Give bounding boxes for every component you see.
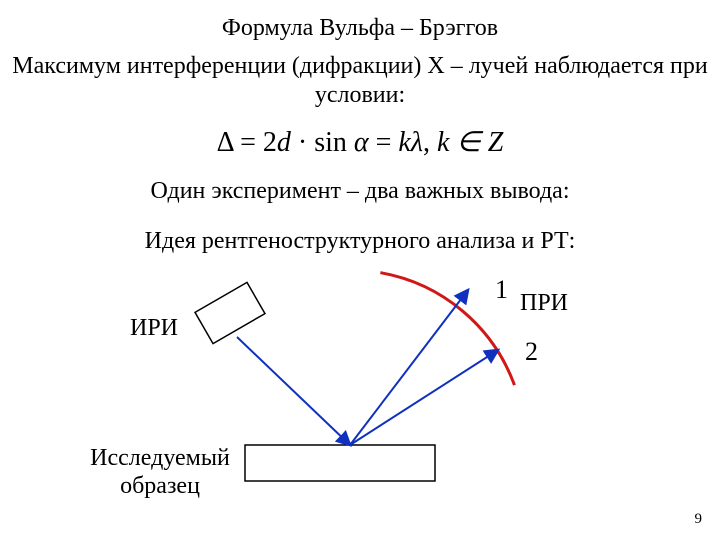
formula-sin: · sin bbox=[291, 127, 354, 158]
formula-eq1: = 2 bbox=[233, 127, 277, 158]
formula-k-in-z: k ∈ Z bbox=[437, 127, 503, 158]
label-pri: ПРИ bbox=[520, 290, 568, 317]
page-number: 9 bbox=[695, 511, 703, 528]
bragg-formula: Δ = 2d · sin α = kλ, k ∈ Z bbox=[0, 125, 720, 159]
slide-subtitle: Максимум интерференции (дифракции) X – л… bbox=[0, 52, 720, 110]
label-sample: Исследуемый образец bbox=[75, 445, 245, 500]
formula-lambda: λ bbox=[411, 127, 423, 158]
text-conclusion: Один эксперимент – два важных вывода: bbox=[0, 178, 720, 205]
formula-comma: , bbox=[423, 127, 430, 158]
formula-eq2: = bbox=[369, 127, 399, 158]
label-ray-1: 1 bbox=[495, 275, 508, 305]
formula-delta: Δ bbox=[217, 127, 233, 158]
label-iri: ИРИ bbox=[130, 315, 178, 342]
label-ray-2: 2 bbox=[525, 337, 538, 367]
slide-title: Формула Вульфа – Брэггов bbox=[0, 15, 720, 42]
text-idea: Идея рентгеноструктурного анализа и РТ: bbox=[0, 228, 720, 255]
formula-spacer bbox=[430, 127, 437, 158]
formula-d: d bbox=[277, 127, 291, 158]
xray-diagram: ИРИ ПРИ 1 2 Исследуемый образец bbox=[0, 265, 720, 525]
formula-alpha: α bbox=[354, 127, 369, 158]
formula-k: k bbox=[398, 127, 410, 158]
